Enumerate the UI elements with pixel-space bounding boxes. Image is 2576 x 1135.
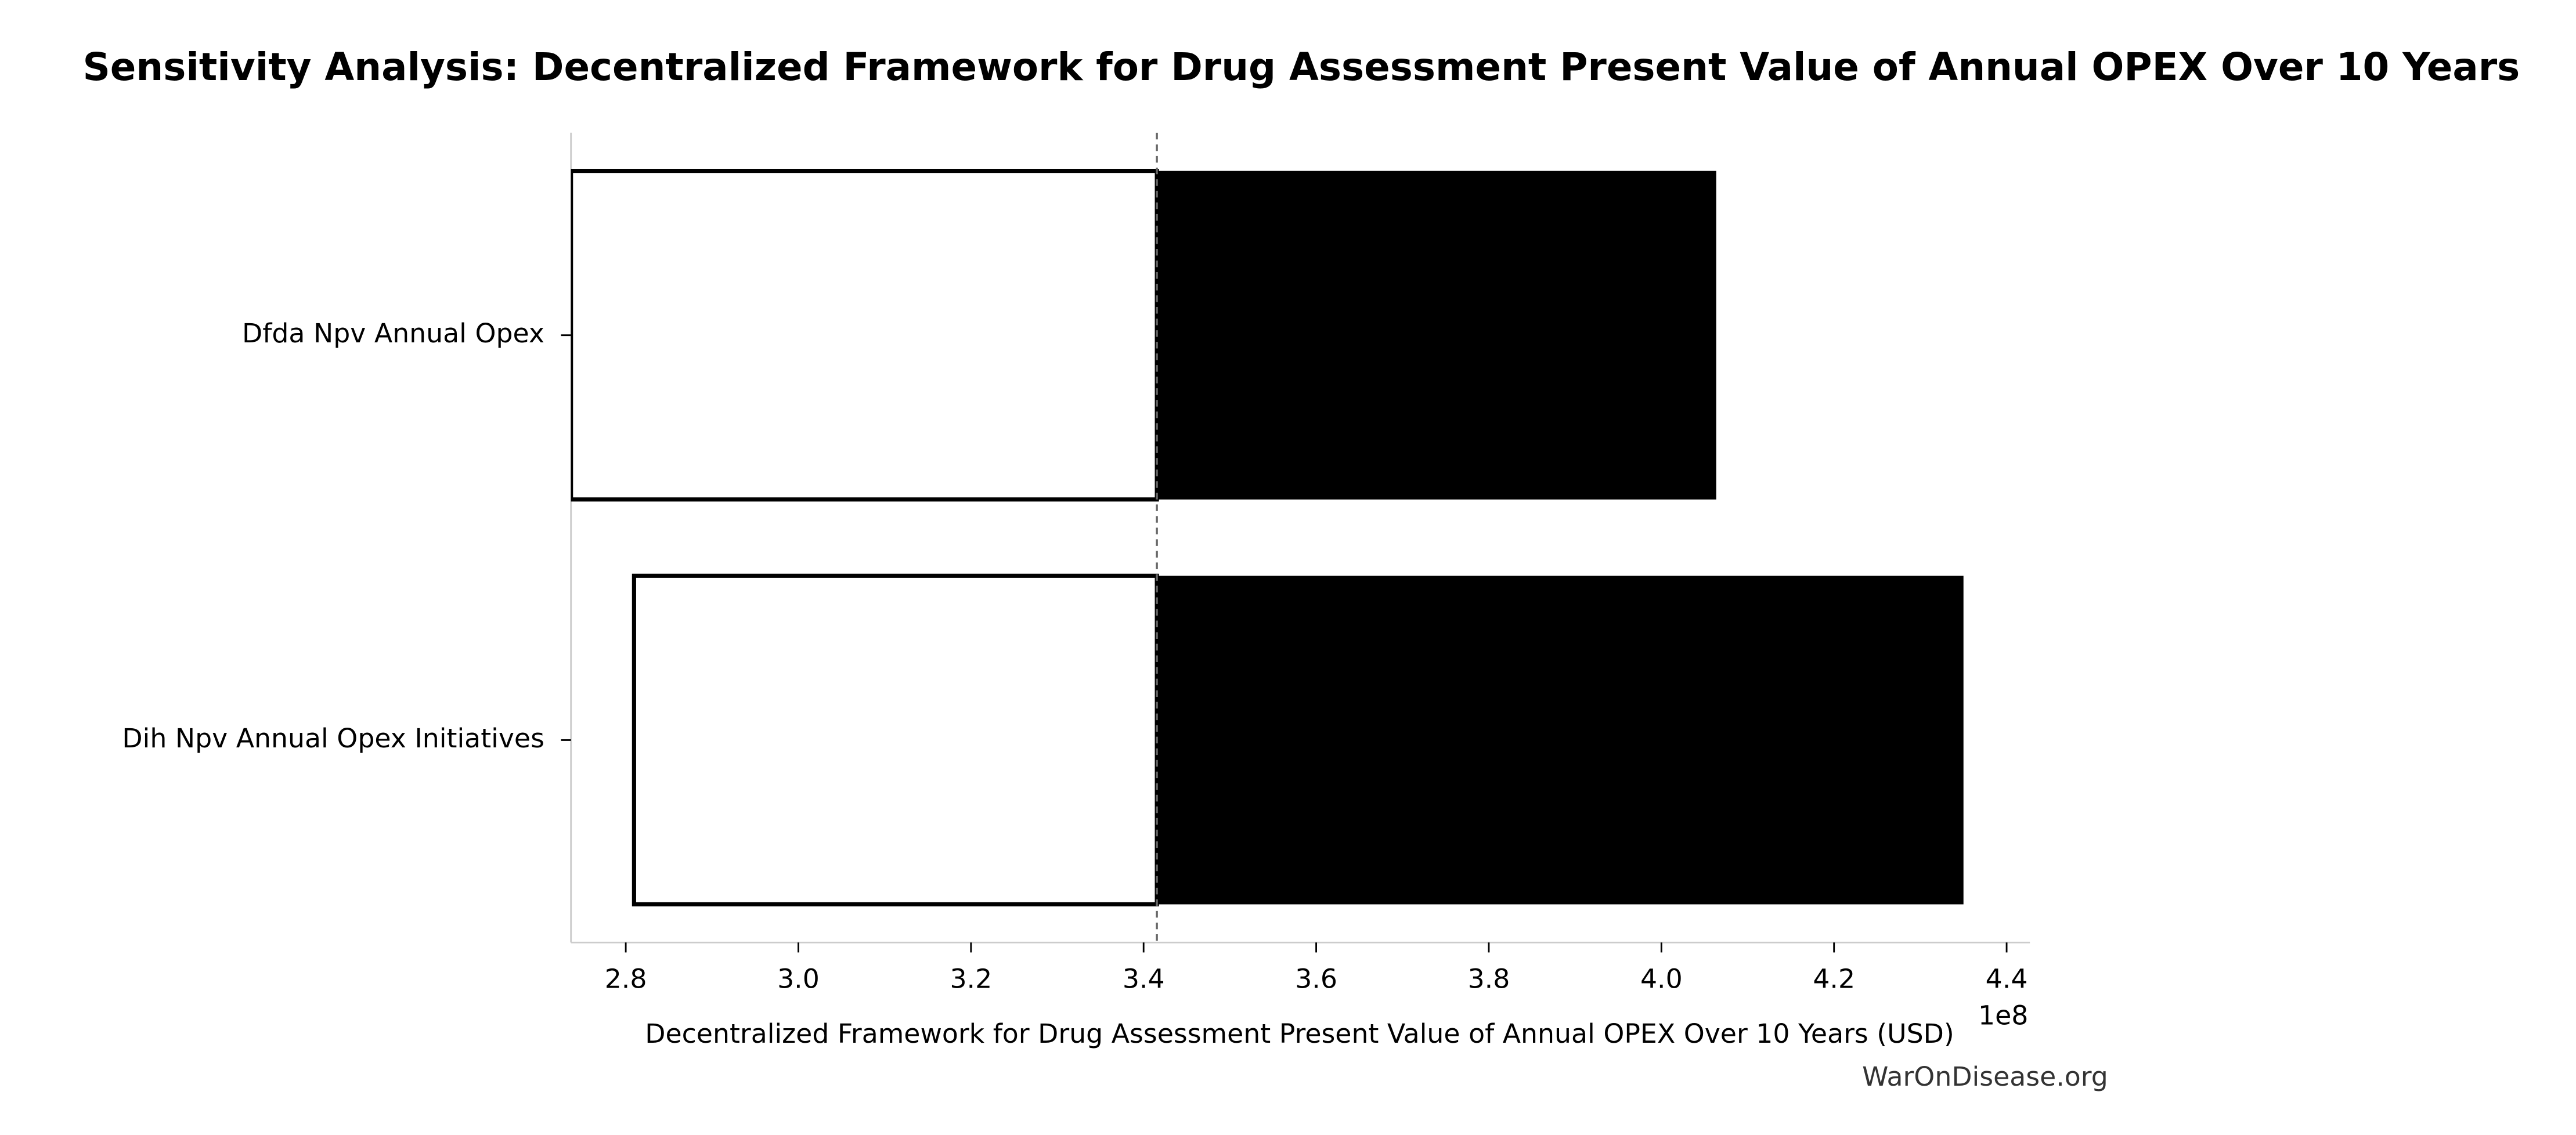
axis-offset: 1e8 — [1978, 1000, 2028, 1031]
x-tick-label: 2.8 — [605, 964, 647, 995]
source: WarOnDisease.org — [1862, 1061, 2108, 1092]
x-tick-label: 4.0 — [1640, 964, 1683, 995]
plot-area — [571, 132, 1964, 943]
chart-title: Sensitivity Analysis: Decentralized Fram… — [82, 45, 2520, 89]
x-tick-label: 3.0 — [777, 964, 820, 995]
x-tick-label: 3.6 — [1295, 964, 1337, 995]
x-tick-label: 3.4 — [1123, 964, 1165, 995]
low-bar — [632, 573, 1159, 907]
x-tick-label: 3.2 — [950, 964, 992, 995]
high-bar — [1157, 576, 1964, 905]
high-bar — [1157, 171, 1716, 500]
x-tick-label: 4.2 — [1813, 964, 1855, 995]
x-tick-label: 4.4 — [1986, 964, 2028, 995]
x-tick-label: 3.8 — [1468, 964, 1510, 995]
low-bar — [571, 168, 1159, 502]
y-tick-label: Dfda Npv Annual Opex — [242, 318, 544, 349]
y-tick-label: Dih Npv Annual Opex Initiatives — [122, 723, 544, 754]
x-axis-label: Decentralized Framework for Drug Assessm… — [645, 1018, 1954, 1049]
